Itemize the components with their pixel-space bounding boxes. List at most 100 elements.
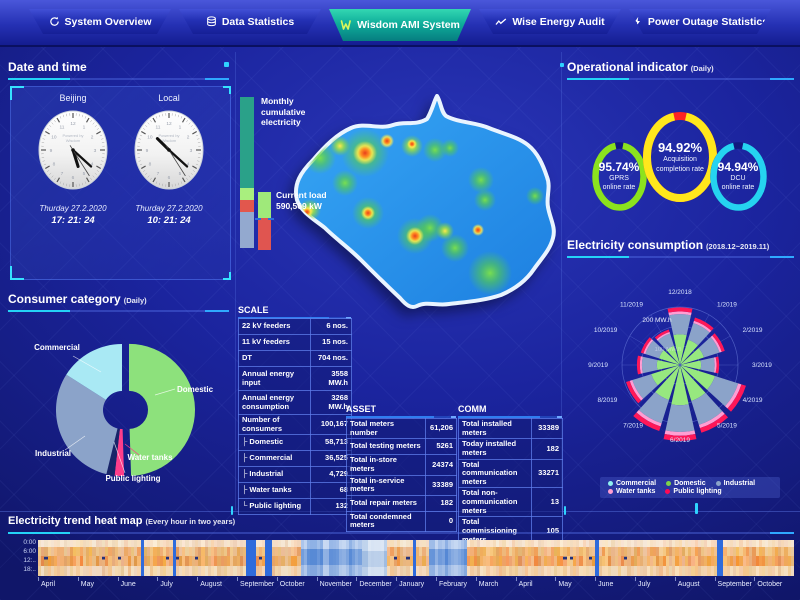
pie-slice-domestic — [128, 343, 195, 476]
radial-tick-label: 200 MW.h — [642, 317, 672, 324]
heatmap-stripe — [643, 540, 647, 576]
row-value: 33389 — [425, 474, 457, 496]
heatmap-stripe — [608, 540, 612, 576]
rose-wedge-6-2019-industrial — [665, 404, 695, 433]
comm-table-header: COMM — [458, 404, 562, 418]
rose-wedge-3-2019-domestic — [681, 360, 702, 370]
tab-wisdom-ami-system[interactable]: Wisdom AMI System — [329, 9, 471, 41]
heatmap-stripe — [547, 540, 551, 576]
tab-wise-energy-audit[interactable]: Wise Energy Audit — [479, 9, 621, 34]
heatmap-stripe — [188, 540, 192, 576]
svg-text:10: 10 — [51, 134, 57, 140]
heatmap-stripe — [105, 540, 109, 576]
gauge-acquisition-completion-rate: 94.92% Acquisition completion rate — [637, 106, 723, 208]
rose-wedge-4-2019-industrial — [707, 376, 739, 407]
heatmap-stripe — [262, 540, 266, 576]
tab-power-outage-statistics[interactable]: Power Outage Statistics — [629, 9, 771, 34]
heatmap-stripe — [38, 540, 42, 576]
rose-wedge-7-2019-water-tanks — [636, 410, 662, 427]
heatmap-stripe — [236, 540, 240, 576]
rose-wedge-3-2019-water-tanks — [713, 357, 717, 373]
heatmap-stripe — [761, 540, 766, 576]
table-row: Total repair meters 182 — [346, 494, 457, 512]
heatmap-stripe — [210, 540, 215, 576]
heatmap-stripe — [636, 540, 641, 576]
pie-label-water-tanks: Water tanks — [127, 453, 173, 462]
heatmap-stripe — [287, 540, 292, 576]
axis-tick — [356, 577, 358, 581]
heatmap-stripe — [255, 540, 260, 576]
heatmap-stripe — [47, 540, 51, 576]
operational-title-text: Operational indicator — [567, 60, 688, 74]
heatmap-stripe — [678, 540, 682, 576]
corner-bracket — [223, 86, 231, 94]
heatmap-month-may: May — [77, 577, 118, 591]
heatmap-month-july: July — [157, 577, 197, 591]
heatmap-stripe — [502, 540, 506, 576]
heatmap-stripe — [669, 540, 673, 576]
heatmap-stripe — [182, 540, 186, 576]
pie-leader-line — [124, 443, 140, 456]
axis-tick — [38, 577, 39, 581]
heatmap-stripe — [86, 540, 90, 576]
legend-dot — [665, 489, 671, 494]
heatmap-stripe — [140, 540, 144, 576]
tab-system-overview[interactable]: System Overview — [29, 9, 171, 34]
svg-text:11: 11 — [156, 124, 161, 130]
heatmap-stripe — [742, 540, 746, 576]
table-row: Total testing meters 5261 — [346, 438, 457, 456]
heatmap-stripe — [662, 540, 666, 576]
pie-leader-line — [113, 441, 126, 474]
heatmap-stripe — [169, 540, 173, 576]
heatmap-stripe — [89, 540, 93, 576]
svg-text:Powered by: Powered by — [158, 133, 179, 138]
heatmap-stripe — [54, 540, 58, 576]
svg-text:3: 3 — [94, 148, 97, 154]
month-label: August — [200, 581, 222, 588]
rose-wedge-5-2019-industrial — [691, 392, 723, 425]
rose-wedge-1-2019-industrial — [688, 323, 710, 346]
heatmap-stripe — [451, 540, 455, 576]
rose-wedge-8-2019-industrial — [632, 374, 658, 399]
top-navigation: System Overview Data Statistics Wisdom AMI… — [0, 0, 800, 47]
heatmap-stripe — [499, 540, 503, 576]
gauge-value: 95.74% — [598, 159, 640, 174]
svg-text:7: 7 — [61, 171, 64, 177]
axis-tick — [555, 577, 557, 581]
month-label: July — [637, 581, 651, 588]
svg-text:7: 7 — [157, 171, 160, 177]
heatmap-stripe — [425, 540, 429, 576]
legend-dot — [715, 481, 721, 486]
consumer-subtitle: (Daily) — [123, 296, 147, 305]
heatmap-stripe — [150, 540, 154, 576]
rose-month-label: 6/2019 — [670, 437, 690, 444]
table-row: Total in-store meters 24374 — [346, 454, 457, 476]
heatmap-stripe — [396, 540, 400, 576]
svg-text:3: 3 — [190, 148, 193, 154]
heatmap-stripe — [159, 540, 163, 576]
table-row: Annual energy consumption 3268 MW.h — [238, 390, 352, 415]
heatmap-stripe — [784, 540, 788, 576]
heatmap-stripe — [473, 540, 477, 576]
heatmap-stripe — [624, 540, 628, 576]
heatmap-stripe — [464, 540, 468, 576]
heatmap-stripe — [291, 540, 295, 576]
heatmap-stripe — [73, 540, 77, 576]
heatmap-stripe — [355, 540, 359, 576]
comm-table: Total installed meters 33389 Today install… — [458, 417, 563, 547]
heatmap-stripe — [114, 540, 119, 576]
row-value: 33389 — [531, 417, 563, 440]
heatmap-month-june: June — [595, 577, 635, 591]
rose-wedge-10-2019-domestic — [658, 350, 679, 365]
heatmap-stripe — [223, 540, 227, 576]
month-label: October — [279, 581, 305, 588]
tab-data-statistics[interactable]: Data Statistics — [179, 9, 321, 34]
heatmap-stripe — [406, 540, 410, 576]
heatmap-stripe — [76, 540, 80, 576]
current-load-group: Current load 590,569 kW — [276, 190, 360, 211]
heatmap-stripe — [294, 540, 298, 576]
heatmap-stripe — [102, 540, 106, 576]
heatmap-stripe — [166, 540, 170, 576]
heatmap-month-march: March — [475, 577, 516, 591]
clock-time: 10: 21: 24 — [147, 215, 191, 226]
